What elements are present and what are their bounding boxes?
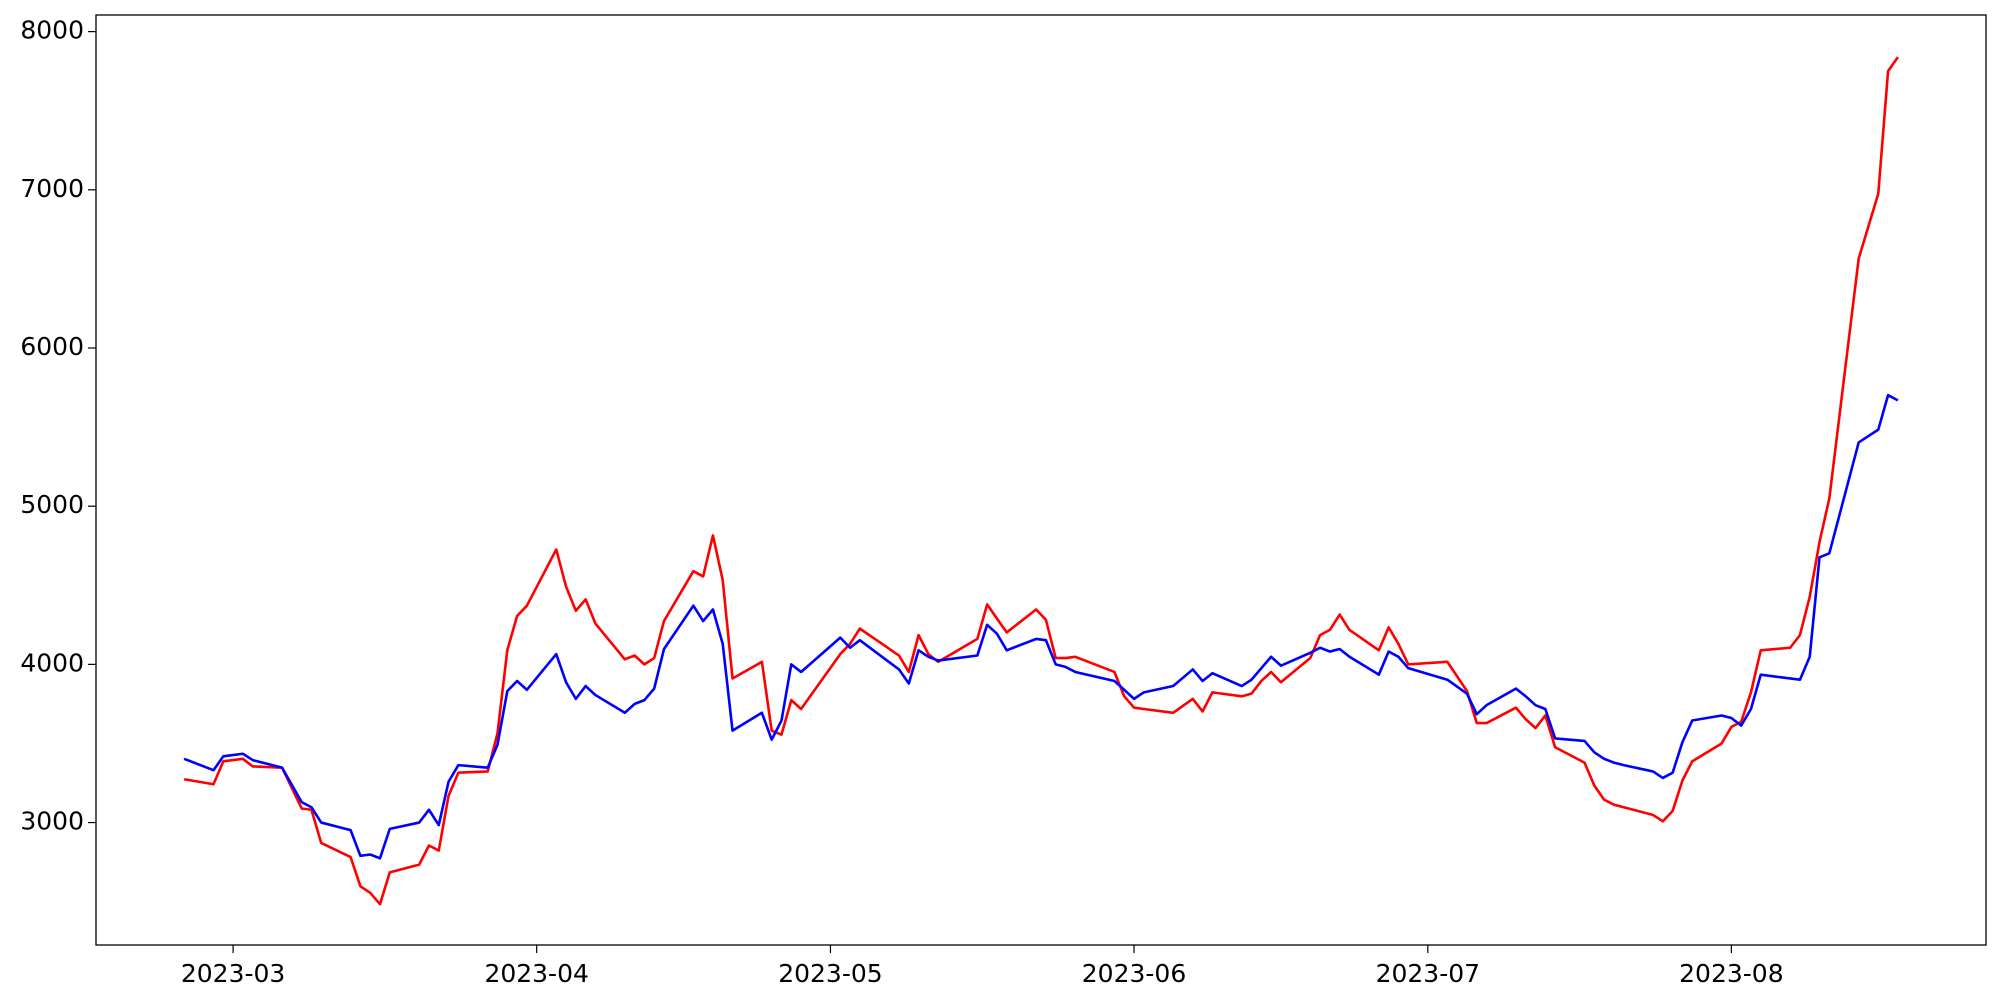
plot-frame bbox=[95, 14, 1987, 946]
y-tick-label: 8000 bbox=[20, 16, 84, 45]
x-tick-label: 2023-06 bbox=[1082, 959, 1186, 988]
y-tick-label: 5000 bbox=[20, 490, 84, 519]
x-tick-label: 2023-04 bbox=[484, 959, 588, 988]
x-tick-label: 2023-08 bbox=[1679, 959, 1783, 988]
x-tick-label: 2023-05 bbox=[778, 959, 882, 988]
series-line bbox=[183, 393, 1899, 860]
y-tick-label: 4000 bbox=[20, 648, 84, 677]
y-tick-label: 7000 bbox=[20, 174, 84, 203]
series-line bbox=[183, 56, 1899, 906]
y-tick-label: 6000 bbox=[20, 332, 84, 361]
x-tick-label: 2023-07 bbox=[1376, 959, 1480, 988]
x-tick-label: 2023-03 bbox=[181, 959, 285, 988]
y-tick-label: 3000 bbox=[20, 807, 84, 836]
